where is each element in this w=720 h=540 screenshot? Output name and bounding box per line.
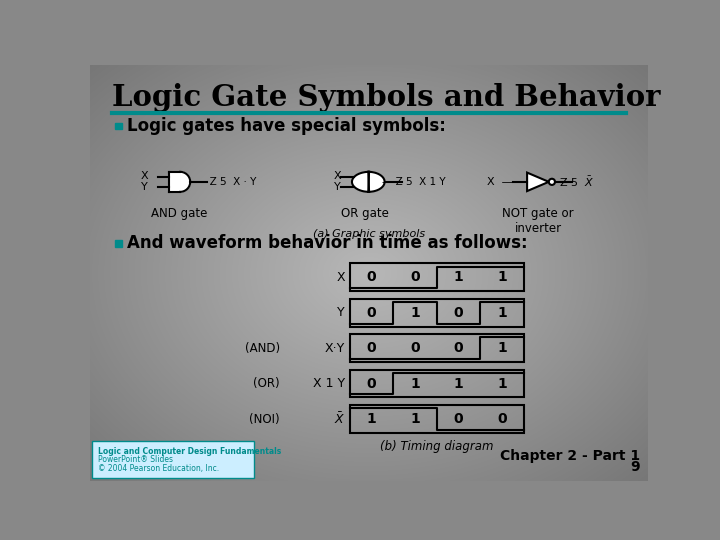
Text: 0: 0 bbox=[366, 271, 377, 285]
Text: X·Y: X·Y bbox=[325, 342, 345, 355]
Polygon shape bbox=[180, 172, 190, 192]
Text: $\bar{X}$: $\bar{X}$ bbox=[333, 411, 345, 427]
Text: 1: 1 bbox=[454, 376, 464, 390]
Text: 1: 1 bbox=[366, 412, 377, 426]
Text: NOT gate or
inverter: NOT gate or inverter bbox=[502, 207, 574, 235]
Text: 1: 1 bbox=[498, 271, 507, 285]
Text: 0: 0 bbox=[454, 412, 464, 426]
Text: Y: Y bbox=[141, 182, 148, 192]
Text: Chapter 2 - Part 1: Chapter 2 - Part 1 bbox=[500, 449, 640, 463]
Text: (OR): (OR) bbox=[253, 377, 280, 390]
Text: — Z 5  X · Y: — Z 5 X · Y bbox=[196, 177, 256, 187]
Polygon shape bbox=[352, 172, 384, 192]
Bar bbox=[114, 123, 122, 130]
Text: AND gate: AND gate bbox=[151, 207, 207, 220]
Text: 9: 9 bbox=[631, 460, 640, 474]
Bar bbox=[350, 299, 524, 327]
Text: 1: 1 bbox=[498, 306, 507, 320]
Text: Y: Y bbox=[334, 182, 341, 192]
Text: X: X bbox=[140, 172, 148, 181]
Bar bbox=[350, 334, 524, 362]
Text: 0: 0 bbox=[498, 412, 507, 426]
Text: 0: 0 bbox=[454, 341, 464, 355]
Text: (AND): (AND) bbox=[245, 342, 280, 355]
Polygon shape bbox=[180, 172, 190, 192]
Text: X: X bbox=[333, 172, 341, 181]
Text: Logic and Computer Design Fundamentals: Logic and Computer Design Fundamentals bbox=[98, 447, 281, 456]
Text: Z 5  $\bar{X}$: Z 5 $\bar{X}$ bbox=[559, 175, 594, 189]
Text: (a) Graphic symbols: (a) Graphic symbols bbox=[313, 229, 425, 239]
Text: 0: 0 bbox=[366, 376, 377, 390]
Text: X  —: X — bbox=[487, 177, 513, 187]
Bar bbox=[169, 172, 180, 192]
Text: — Z 5  X 1 Y: — Z 5 X 1 Y bbox=[382, 177, 446, 187]
Text: Logic Gate Symbols and Behavior: Logic Gate Symbols and Behavior bbox=[112, 83, 660, 112]
Text: 0: 0 bbox=[410, 271, 420, 285]
Text: X: X bbox=[336, 271, 345, 284]
Circle shape bbox=[549, 179, 555, 185]
Text: 1: 1 bbox=[410, 412, 420, 426]
Text: OR gate: OR gate bbox=[341, 207, 389, 220]
Text: 0: 0 bbox=[454, 306, 464, 320]
Text: 1: 1 bbox=[454, 271, 464, 285]
Bar bbox=[114, 240, 122, 247]
Text: © 2004 Pearson Education, Inc.: © 2004 Pearson Education, Inc. bbox=[98, 464, 219, 472]
Text: And waveform behavior in time as follows:: And waveform behavior in time as follows… bbox=[127, 234, 528, 252]
Text: 1: 1 bbox=[498, 376, 507, 390]
Text: (NOI): (NOI) bbox=[249, 413, 280, 426]
Text: X 1 Y: X 1 Y bbox=[313, 377, 345, 390]
Bar bbox=[350, 370, 524, 397]
Polygon shape bbox=[527, 173, 549, 191]
Text: 1: 1 bbox=[410, 376, 420, 390]
Text: 0: 0 bbox=[366, 306, 377, 320]
Text: Logic gates have special symbols:: Logic gates have special symbols: bbox=[127, 117, 446, 136]
Text: 1: 1 bbox=[410, 306, 420, 320]
Text: 1: 1 bbox=[498, 341, 507, 355]
Text: Y: Y bbox=[338, 306, 345, 319]
Bar bbox=[350, 405, 524, 433]
Text: 0: 0 bbox=[410, 341, 420, 355]
Text: PowerPoint® Slides: PowerPoint® Slides bbox=[98, 455, 173, 464]
FancyBboxPatch shape bbox=[92, 441, 254, 477]
Text: 0: 0 bbox=[366, 341, 377, 355]
Text: (b) Timing diagram: (b) Timing diagram bbox=[380, 440, 494, 453]
Bar bbox=[350, 264, 524, 291]
